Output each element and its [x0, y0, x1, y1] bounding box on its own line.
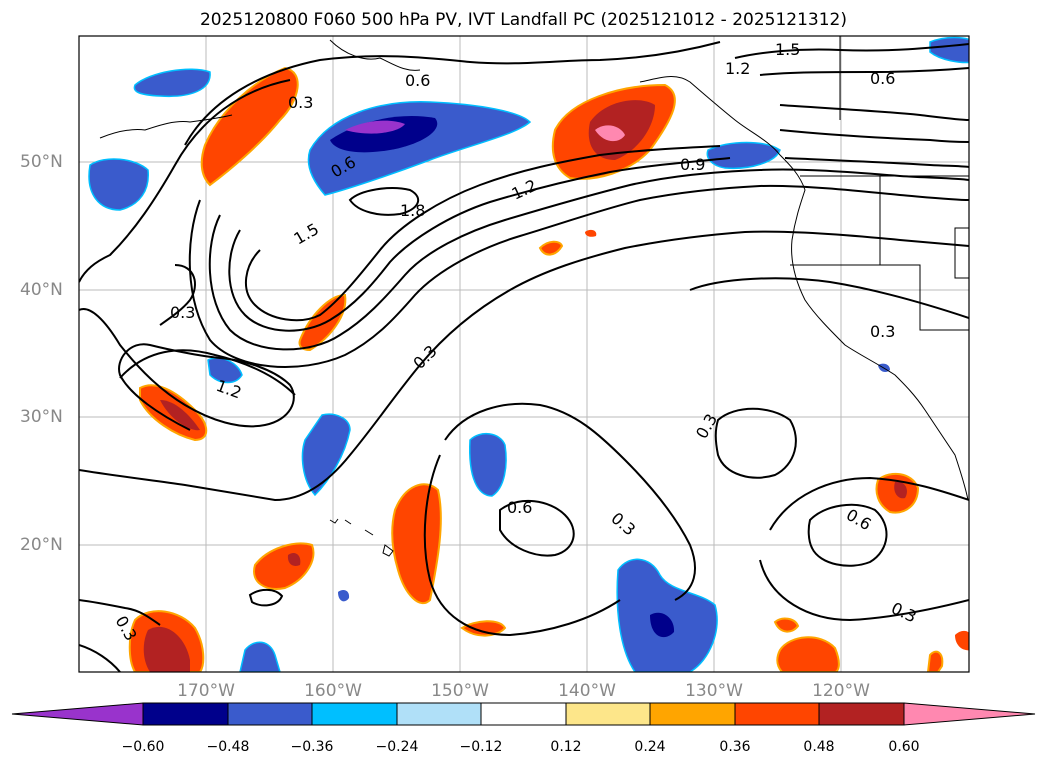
lon-label-170w: 170°W — [177, 681, 235, 701]
lon-label-160w: 160°W — [304, 681, 362, 701]
contour-label: 0.3 — [607, 509, 639, 540]
gridlines — [79, 36, 969, 672]
lat-label-50n: 50°N — [20, 152, 63, 172]
colorbar — [11, 702, 1036, 726]
colorbar-tick: −0.48 — [206, 739, 250, 755]
contour-label: 0.6 — [405, 71, 430, 90]
lon-label-130w: 130°W — [685, 681, 743, 701]
contour-label: 0.3 — [170, 303, 195, 322]
map-frame — [78, 35, 970, 673]
colorbar-extend-high — [903, 702, 1036, 726]
colorbar-tick: 0.60 — [888, 739, 920, 755]
contour-label: 1.5 — [775, 40, 800, 59]
contour-label: 1.8 — [400, 201, 425, 220]
contour-label: 1.5 — [291, 219, 323, 248]
colorbar-tick: 0.24 — [634, 739, 666, 755]
positive-pv-shading — [128, 66, 969, 672]
lon-label-120w: 120°W — [812, 681, 870, 701]
lon-label-150w: 150°W — [431, 681, 489, 701]
colorbar-tick: 0.36 — [719, 739, 751, 755]
colorbar-tick: 0.12 — [550, 739, 582, 755]
colorbar-tick: 0.48 — [803, 739, 835, 755]
contour-label: 0.6 — [870, 69, 895, 88]
contour-label: 1.2 — [725, 59, 750, 78]
contour-label: 1.2 — [214, 376, 244, 403]
contour-label: 0.6 — [843, 505, 875, 534]
contour-label: 1.2 — [509, 176, 540, 204]
contour-label: 0.3 — [888, 598, 919, 626]
lat-label-40n: 40°N — [20, 280, 63, 300]
colorbar-tick: −0.36 — [290, 739, 334, 755]
colorbar-tick: −0.24 — [375, 739, 419, 755]
colorbar-extend-low — [11, 702, 144, 726]
lat-label-30n: 30°N — [20, 407, 63, 427]
lon-label-140w: 140°W — [558, 681, 616, 701]
colorbar-tick: −0.12 — [459, 739, 503, 755]
map-title: 2025120800 F060 500 hPa PV, IVT Landfall… — [199, 10, 847, 30]
contour-label: 0.6 — [507, 498, 532, 517]
contour-lines — [79, 41, 969, 672]
lat-label-20n: 20°N — [20, 535, 63, 555]
contour-label: 0.3 — [870, 322, 895, 341]
contour-label: 0.3 — [288, 93, 313, 112]
negative-pv-shading — [88, 36, 969, 672]
contour-label: 0.9 — [680, 155, 705, 174]
colorbar-tick: −0.60 — [121, 739, 165, 755]
